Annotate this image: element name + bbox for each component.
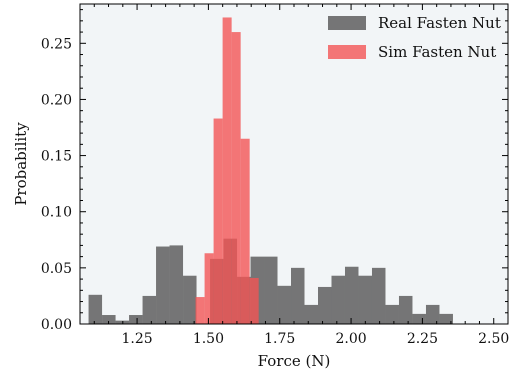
bar-sim-6 bbox=[249, 277, 259, 324]
x-tick-label-3: 2.00 bbox=[335, 331, 366, 347]
bar-real-16 bbox=[304, 304, 318, 324]
y-tick-label-3: 0.15 bbox=[41, 149, 72, 165]
bar-real-20 bbox=[358, 275, 372, 324]
bar-real-25 bbox=[425, 304, 440, 324]
y-tick-labels: 0.00 0.05 0.10 0.15 0.20 0.25 bbox=[41, 36, 72, 333]
legend-label-real: Real Fasten Nut bbox=[378, 14, 501, 32]
x-tick-labels: 1.25 1.50 1.75 2.00 2.25 2.50 bbox=[121, 331, 509, 347]
y-tick-label-0: 0.00 bbox=[41, 317, 72, 333]
bar-sim-4 bbox=[231, 32, 241, 324]
bar-real-23 bbox=[398, 295, 413, 324]
bar-real-14 bbox=[277, 285, 292, 324]
bar-real-26 bbox=[439, 313, 453, 324]
legend: Real Fasten Nut Sim Fasten Nut bbox=[328, 14, 501, 61]
bar-real-0 bbox=[88, 294, 103, 324]
bar-sim-2 bbox=[213, 118, 223, 324]
y-tick-label-2: 0.10 bbox=[41, 205, 72, 221]
bar-sim-0 bbox=[195, 297, 205, 324]
bar-real-4 bbox=[142, 295, 157, 324]
x-tick-label-4: 2.25 bbox=[407, 331, 438, 347]
y-tick-label-4: 0.20 bbox=[41, 92, 72, 108]
x-tick-label-5: 2.50 bbox=[478, 331, 509, 347]
bars-sim-fasten-nut bbox=[195, 17, 259, 324]
bar-real-21 bbox=[371, 267, 386, 324]
x-tick-label-2: 1.75 bbox=[264, 331, 295, 347]
bar-real-18 bbox=[331, 275, 345, 324]
bar-sim-1 bbox=[204, 253, 214, 324]
y-tick-label-5: 0.25 bbox=[41, 36, 72, 52]
bar-real-1 bbox=[102, 315, 116, 324]
bar-real-5 bbox=[156, 246, 170, 324]
bar-real-17 bbox=[318, 286, 332, 324]
plot-frame bbox=[79, 3, 509, 325]
x-tick-label-0: 1.25 bbox=[121, 331, 152, 347]
x-tick-label-1: 1.50 bbox=[193, 331, 224, 347]
bar-sim-3 bbox=[222, 17, 232, 324]
bar-real-3 bbox=[129, 315, 143, 324]
x-axis-label: Force (N) bbox=[258, 352, 331, 370]
bar-real-19 bbox=[344, 266, 359, 324]
y-axis-label: Probability bbox=[12, 122, 30, 206]
legend-label-sim: Sim Fasten Nut bbox=[378, 43, 496, 61]
bar-real-24 bbox=[412, 313, 426, 324]
legend-swatch-real bbox=[328, 16, 366, 30]
bar-real-22 bbox=[385, 304, 399, 324]
bar-real-15 bbox=[291, 267, 305, 324]
y-tick-label-1: 0.05 bbox=[41, 261, 72, 277]
legend-swatch-sim bbox=[328, 45, 366, 59]
bar-sim-5 bbox=[240, 138, 250, 324]
bar-real-6 bbox=[169, 245, 184, 324]
bar-real-13 bbox=[264, 256, 278, 324]
bar-real-7 bbox=[183, 275, 197, 324]
